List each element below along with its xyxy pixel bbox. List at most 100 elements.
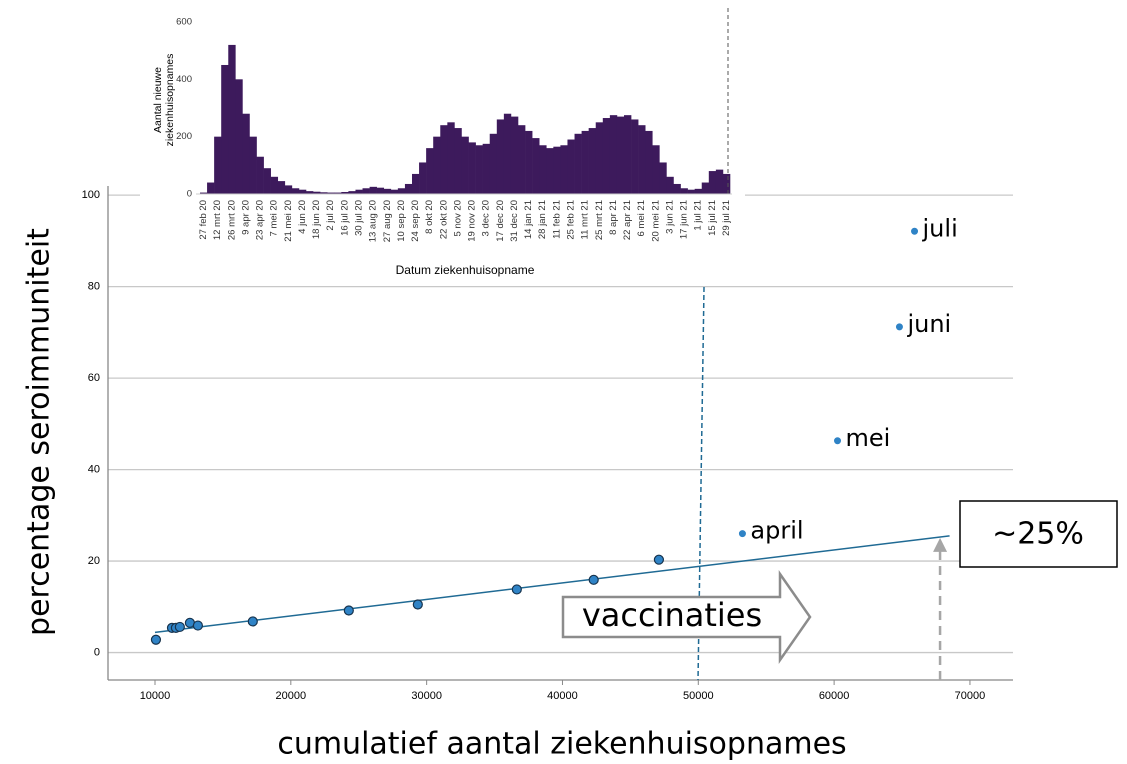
annotation-text: ~25% bbox=[992, 517, 1084, 552]
inset-y-tick-label: 0 bbox=[187, 189, 192, 200]
bar bbox=[595, 122, 604, 194]
bar bbox=[574, 133, 582, 194]
inset-x-tick-label: 25 mrt 21 bbox=[594, 200, 605, 240]
inset-x-tick-label: 31 dec 20 bbox=[509, 200, 520, 242]
y-tick-label: 80 bbox=[88, 281, 100, 293]
arrow-head bbox=[933, 537, 948, 552]
inset-x-tick-label: 21 mei 20 bbox=[283, 200, 294, 242]
bar bbox=[242, 113, 250, 194]
inset-y-tick-label: 400 bbox=[176, 74, 192, 85]
data-point bbox=[737, 529, 747, 539]
inset-x-tick-label: 1 jul 21 bbox=[693, 200, 704, 231]
data-point bbox=[894, 322, 904, 332]
data-point bbox=[910, 226, 920, 236]
bar bbox=[412, 173, 420, 194]
bar bbox=[553, 146, 561, 194]
bar bbox=[624, 115, 632, 194]
bar bbox=[560, 145, 568, 194]
bar bbox=[489, 133, 498, 194]
inset-plot: 0 200 400 600 27 feb 20 12 mrt 20 26 mrt 20 9 a… bbox=[152, 8, 732, 277]
inset-x-tick-label: 9 apr 20 bbox=[240, 200, 251, 235]
bar bbox=[588, 128, 597, 194]
inset-x-tick-label: 22 apr 21 bbox=[622, 200, 633, 240]
bar bbox=[666, 176, 674, 194]
x-axis-label: cumulatief aantal ziekenhuisopnames bbox=[277, 727, 846, 762]
bar bbox=[659, 162, 667, 194]
bar bbox=[426, 148, 434, 194]
inset-x-tick-label: 8 okt 20 bbox=[424, 200, 435, 234]
bar bbox=[687, 189, 695, 194]
bar bbox=[200, 192, 208, 194]
data-point bbox=[174, 621, 185, 633]
bar bbox=[440, 125, 448, 194]
data-point bbox=[343, 605, 354, 616]
inset-x-tick-label: 23 apr 20 bbox=[255, 200, 266, 240]
bar bbox=[383, 188, 392, 194]
bar bbox=[397, 188, 406, 194]
arrow-label: vaccinaties bbox=[582, 596, 762, 634]
y-axis-label: percentage seroimmuniteit bbox=[22, 228, 57, 636]
inset-x-tick-label: 3 jun 21 bbox=[664, 200, 675, 234]
bar bbox=[277, 181, 286, 194]
inset-y-tick-label: 200 bbox=[176, 131, 192, 142]
inset-x-tick-label: 10 sep 20 bbox=[396, 200, 407, 242]
x-tick-label: 40000 bbox=[547, 690, 578, 702]
bar bbox=[284, 185, 293, 194]
inset-x-tick-label: 2 jul 20 bbox=[325, 200, 336, 231]
data-point bbox=[192, 620, 204, 631]
bar bbox=[447, 122, 455, 194]
bar bbox=[539, 145, 547, 194]
bar bbox=[638, 125, 646, 194]
inset-x-tick-label: 27 feb 20 bbox=[198, 200, 209, 240]
bar bbox=[334, 192, 342, 194]
bar bbox=[221, 64, 229, 194]
point-label: juli bbox=[922, 214, 958, 242]
bar bbox=[256, 156, 264, 194]
inset-x-tick-label: 19 nov 20 bbox=[467, 200, 478, 242]
bar bbox=[228, 44, 236, 194]
bar bbox=[362, 188, 370, 194]
x-tick-label: 20000 bbox=[276, 690, 307, 702]
bar bbox=[680, 188, 688, 194]
inset-x-tick-label: 26 mrt 20 bbox=[226, 200, 237, 240]
bar bbox=[645, 130, 653, 194]
bar bbox=[546, 148, 554, 194]
bar bbox=[581, 130, 589, 194]
bar bbox=[715, 169, 724, 194]
inset-x-tick-label: 8 apr 21 bbox=[608, 200, 619, 235]
inset-x-tick-label: 5 nov 20 bbox=[452, 200, 463, 236]
bar bbox=[433, 136, 441, 194]
bar bbox=[475, 145, 483, 194]
bar bbox=[348, 191, 356, 194]
inset-x-tick-label: 30 jul 20 bbox=[354, 200, 365, 236]
bar bbox=[369, 186, 377, 194]
inset-x-tick-label: 7 mei 20 bbox=[269, 200, 280, 236]
inset-x-tick-label: 11 mrt 21 bbox=[580, 200, 591, 239]
bar bbox=[355, 189, 363, 194]
inset-x-tick-label: 12 mrt 20 bbox=[212, 200, 223, 240]
y-tick-label: 60 bbox=[88, 372, 100, 384]
bar bbox=[341, 191, 349, 194]
x-tick-label: 70000 bbox=[955, 690, 986, 702]
bar bbox=[390, 189, 399, 194]
inset-x-tick-label: 28 jan 21 bbox=[537, 200, 548, 239]
bar bbox=[291, 188, 300, 194]
point-label: mei bbox=[846, 424, 891, 452]
inset-x-tick-label: 6 mei 21 bbox=[636, 200, 647, 236]
inset-x-tick-label: 17 dec 20 bbox=[495, 200, 506, 242]
bar bbox=[298, 189, 307, 194]
inset-x-tick-label: 4 jun 20 bbox=[297, 200, 308, 234]
bar bbox=[320, 192, 328, 194]
bar bbox=[518, 125, 526, 194]
bar bbox=[235, 79, 243, 194]
point-label: juni bbox=[906, 310, 951, 338]
data-point bbox=[150, 634, 162, 645]
inset-x-tick-label: 15 jul 21 bbox=[707, 200, 718, 236]
bar bbox=[468, 142, 476, 194]
inset-x-axis-label: Datum ziekenhuisopname bbox=[396, 263, 535, 277]
data-point bbox=[833, 436, 843, 446]
bar bbox=[376, 187, 385, 194]
bar bbox=[454, 128, 462, 194]
reference-line bbox=[697, 286, 705, 681]
inset-x-tick-label: 17 jun 21 bbox=[679, 200, 690, 239]
